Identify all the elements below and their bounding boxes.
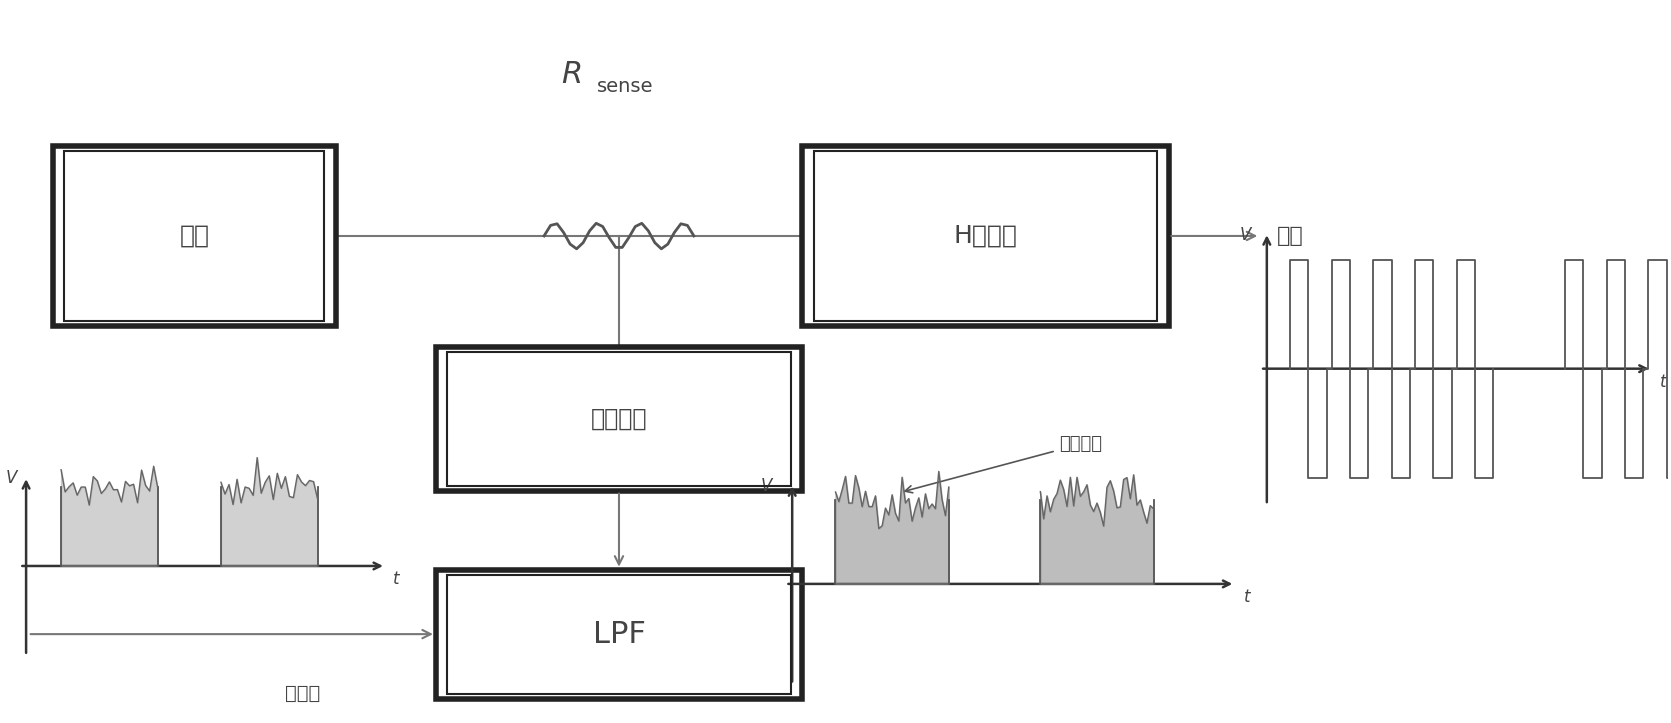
Text: t: t: [393, 570, 399, 588]
FancyBboxPatch shape: [802, 146, 1168, 325]
Text: 电流测量: 电流测量: [592, 407, 647, 431]
Text: 电源: 电源: [179, 224, 209, 248]
Text: V: V: [7, 469, 17, 487]
Text: V: V: [760, 476, 772, 495]
Text: H桥电路: H桥电路: [954, 224, 1018, 248]
Text: 体表: 体表: [1277, 226, 1303, 246]
Text: R: R: [561, 60, 582, 89]
Text: LPF: LPF: [593, 620, 645, 649]
Text: 噪音干扰: 噪音干扰: [906, 435, 1101, 493]
Text: t: t: [1659, 372, 1666, 390]
FancyBboxPatch shape: [436, 347, 802, 491]
Text: 控制器: 控制器: [286, 685, 321, 703]
Text: t: t: [1243, 588, 1250, 606]
FancyBboxPatch shape: [53, 146, 336, 325]
FancyBboxPatch shape: [436, 570, 802, 698]
Text: sense: sense: [597, 77, 653, 96]
Text: V: V: [1240, 226, 1252, 244]
